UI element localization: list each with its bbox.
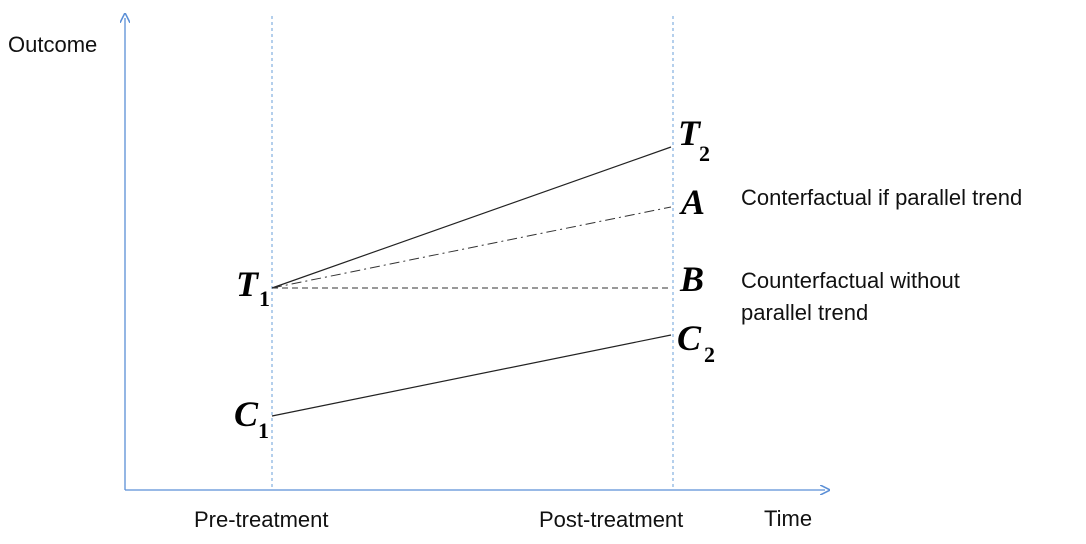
- svg-text:A: A: [679, 182, 705, 222]
- parallel-counterfactual-line: [271, 206, 672, 289]
- svg-text:C: C: [234, 394, 259, 434]
- pre-treatment-label: Pre-treatment: [194, 507, 329, 532]
- no-parallel-annotation-line2: parallel trend: [741, 300, 868, 325]
- point-b: B: [679, 259, 704, 299]
- svg-text:T: T: [236, 264, 260, 304]
- svg-text:2: 2: [704, 342, 715, 367]
- no-parallel-annotation-line1: Counterfactual without: [741, 268, 960, 293]
- svg-text:1: 1: [259, 286, 270, 311]
- point-t1: T 1: [236, 264, 270, 311]
- post-treatment-label: Post-treatment: [539, 507, 683, 532]
- svg-text:T: T: [678, 113, 702, 153]
- control-line: [271, 334, 672, 417]
- svg-text:B: B: [679, 259, 704, 299]
- svg-text:C: C: [677, 318, 702, 358]
- point-a: A: [679, 182, 705, 222]
- y-axis-label: Outcome: [8, 32, 97, 57]
- point-t2: T 2: [678, 113, 710, 166]
- x-axis-label: Time: [764, 506, 812, 531]
- point-c1: C 1: [234, 394, 269, 443]
- parallel-trend-annotation: Conterfactual if parallel trend: [741, 185, 1022, 210]
- svg-text:1: 1: [258, 418, 269, 443]
- svg-text:2: 2: [699, 141, 710, 166]
- point-c2: C 2: [677, 318, 715, 367]
- treated-line: [271, 146, 672, 289]
